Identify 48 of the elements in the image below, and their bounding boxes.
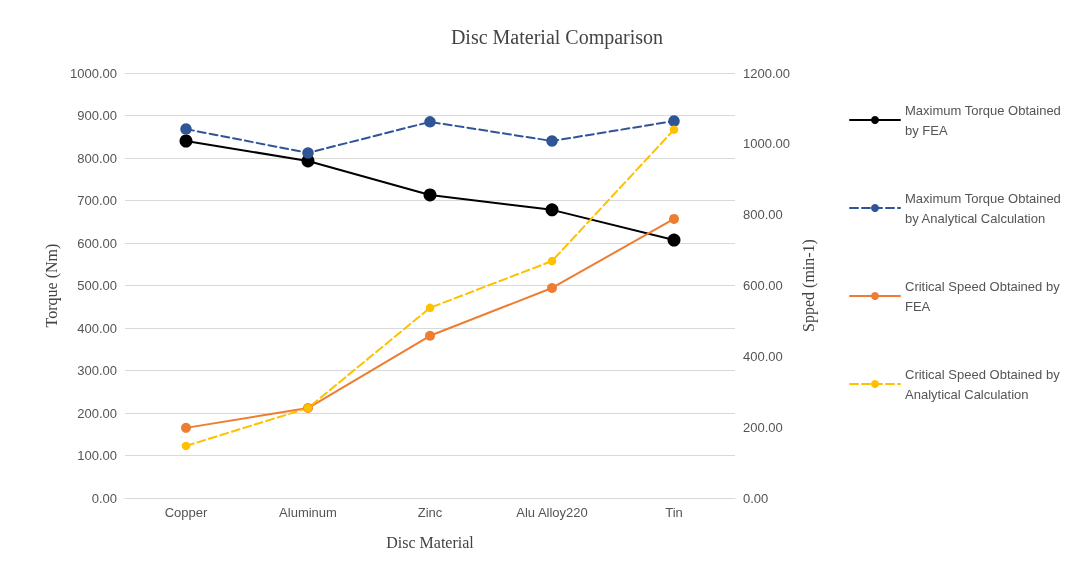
point — [181, 422, 191, 433]
point — [545, 203, 559, 217]
point — [423, 188, 437, 202]
x-tick-label: Zinc — [417, 505, 443, 520]
y-tick-label: 200.00 — [77, 405, 117, 421]
y-tick-label: 700.00 — [77, 193, 117, 208]
legend-label: Critical Speed Obtained by FEA — [905, 278, 1064, 314]
y2-axis-title: Spped (min-1) — [800, 239, 819, 332]
y2-tick-label: 1000.00 — [743, 136, 790, 152]
point — [669, 213, 679, 224]
legend-label: Maximum Torque Obtained by FEA — [905, 102, 1065, 138]
x-tick-label: Alu Alloy220 — [516, 505, 588, 520]
legend-label: Maximum Torque Obtained by Analytical Calculation — [905, 190, 1065, 226]
point — [667, 233, 681, 247]
point — [425, 330, 435, 341]
point — [424, 116, 436, 128]
y2-tick-label: 800.00 — [743, 207, 783, 223]
x-tick-label: Tin — [665, 505, 683, 520]
y2-tick-label: 400.00 — [743, 348, 783, 364]
point — [425, 303, 435, 313]
x-axis-title: Disc Material — [386, 533, 475, 551]
point — [547, 256, 557, 266]
y-axis-title: Torque (Nm) — [42, 243, 61, 328]
x-tick-label: Aluminum — [279, 505, 337, 520]
y-tick-label: 100.00 — [77, 448, 117, 463]
y-tick-label: 500.00 — [77, 278, 117, 293]
y2-tick-label: 0.00 — [743, 490, 769, 506]
y-tick-label: 0.00 — [91, 490, 117, 506]
point — [181, 441, 191, 451]
point — [546, 135, 558, 147]
y-tick-label: 1000.00 — [70, 65, 117, 81]
point — [180, 123, 192, 135]
y2-tick-label: 200.00 — [743, 419, 783, 435]
point — [302, 147, 314, 159]
y2-tick-label: 1200.00 — [743, 65, 790, 81]
y-tick-label: 900.00 — [77, 108, 117, 123]
x-tick-label: Copper — [164, 505, 208, 520]
y2-tick-label: 600.00 — [743, 278, 783, 293]
y-tick-label: 800.00 — [77, 150, 117, 166]
y-tick-label: 600.00 — [77, 235, 117, 251]
point — [669, 125, 679, 134]
point — [547, 282, 557, 293]
chart-title: Disc Material Comparison — [450, 26, 664, 49]
y-tick-label: 300.00 — [77, 363, 117, 378]
point — [179, 134, 193, 148]
y-tick-label: 400.00 — [77, 320, 117, 336]
legend-label: Critical Speed Obtained by Analytical Calculation — [905, 366, 1064, 402]
point — [668, 115, 680, 127]
